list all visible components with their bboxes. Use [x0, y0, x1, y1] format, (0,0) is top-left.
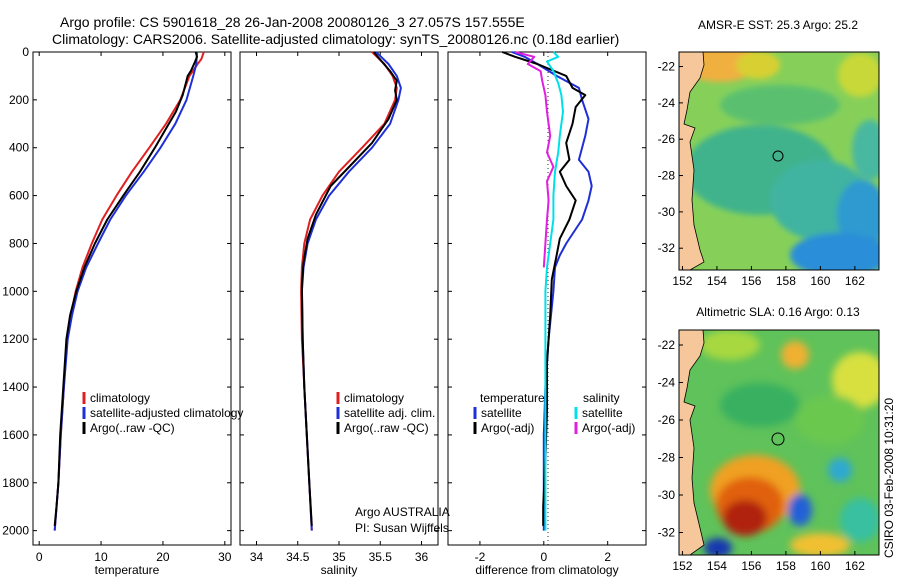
salinity-legend: climatology satellite adj. clim. Argo(..… — [336, 391, 435, 435]
series-line-salinity-satellite — [544, 51, 564, 531]
legend-label-argo: Argo(..raw -QC) — [344, 421, 429, 435]
map-y-tick-label: -30 — [658, 205, 676, 219]
sla-map-title: Altimetric SLA: 0.16 Argo: 0.13 — [696, 305, 860, 319]
map-y-tick-label: -26 — [658, 132, 676, 146]
x-tick-label: 0 — [540, 550, 547, 564]
map-x-tick-label: 154 — [707, 559, 727, 573]
temperature-axes-box — [32, 51, 232, 546]
sst-land — [679, 52, 705, 270]
figure-title-line1: Argo profile: CS 5901618_28 26-Jan-2008 … — [60, 14, 525, 30]
map-x-tick-label: 156 — [741, 559, 761, 573]
difference-axes-box — [447, 51, 647, 546]
sla-anomaly-blobs — [700, 330, 879, 555]
map-x-tick-label: 158 — [776, 274, 796, 288]
temperature-legend: climatology satellite-adjusted climatolo… — [82, 391, 243, 435]
y-tick-label: 200 — [9, 93, 29, 107]
y-tick-label: 2000 — [2, 524, 29, 538]
map-y-tick-label: -26 — [658, 413, 676, 427]
y-tick-label: 1800 — [2, 476, 29, 490]
legend-title-temperature: temperature — [480, 391, 545, 405]
sst-map-panel: AMSR-E SST: 25.3 Argo: 25.2 152 154 156 158… — [658, 18, 880, 288]
sla-map-panel: Altimetric SLA: 0.16 Argo: 0.13 — [658, 305, 880, 573]
series-line-climatology — [300, 51, 398, 531]
temperature-xlabel: temperature — [95, 563, 160, 577]
sla-land — [679, 330, 705, 555]
x-tick-label: 35.5 — [369, 550, 393, 564]
legend-label-temp-satellite: satellite — [481, 406, 522, 420]
map-y-tick-label: -24 — [658, 376, 676, 390]
map-x-tick-label: 160 — [810, 559, 830, 573]
map-y-tick-label: -28 — [658, 451, 676, 465]
legend-title-salinity: salinity — [583, 391, 620, 405]
series-line-argo-raw-qc- — [300, 51, 398, 526]
difference-xlabel: difference from climatology — [475, 563, 618, 577]
map-y-tick-label: -28 — [658, 169, 676, 183]
y-tick-label: 1000 — [2, 284, 29, 298]
x-tick-label: 34.5 — [286, 550, 310, 564]
sla-argo-marker — [771, 432, 785, 446]
legend-label-sal-argo: Argo(-adj) — [582, 421, 635, 435]
series-line-salinity-argo-adj- — [514, 51, 555, 268]
map-y-tick-label: -24 — [658, 96, 676, 110]
map-x-tick-label: 152 — [672, 559, 692, 573]
map-x-tick-label: 152 — [672, 274, 692, 288]
map-x-tick-label: 162 — [845, 559, 865, 573]
x-tick-label: -2 — [475, 550, 486, 564]
x-tick-label: 34 — [250, 550, 264, 564]
salinity-annotation-line2: PI: Susan Wijffels — [355, 521, 449, 535]
sst-argo-marker — [772, 150, 784, 162]
y-tick-label: 400 — [9, 141, 29, 155]
salinity-xlabel: salinity — [321, 563, 358, 577]
x-tick-label: 10 — [94, 550, 108, 564]
x-tick-label: 20 — [156, 550, 170, 564]
legend-label-climatology: climatology — [90, 391, 150, 405]
y-tick-label: 1600 — [2, 428, 29, 442]
sla-map-axes-box — [678, 329, 880, 556]
map-y-tick-label: -22 — [658, 60, 676, 74]
legend-label-climatology: climatology — [344, 391, 404, 405]
y-tick-label: 0 — [22, 45, 29, 59]
map-x-tick-label: 160 — [810, 274, 830, 288]
salinity-panel: 34 34.5 35 35.5 36 salinity Argo AUSTRALIA P… — [239, 51, 450, 577]
legend-label-argo: Argo(..raw -QC) — [90, 421, 175, 435]
x-tick-label: 0 — [36, 550, 43, 564]
salinity-axes-box — [239, 51, 439, 546]
x-tick-label: 35 — [332, 550, 346, 564]
map-y-tick-label: -30 — [658, 488, 676, 502]
map-y-tick-label: -22 — [658, 338, 676, 352]
legend-label-satellite: satellite-adjusted climatology — [90, 406, 243, 420]
map-x-tick-label: 156 — [741, 274, 761, 288]
map-x-tick-label: 158 — [776, 559, 796, 573]
sst-map-axes-box — [678, 51, 880, 271]
series-line-argo-raw-qc- — [53, 51, 198, 526]
map-x-tick-label: 162 — [845, 274, 865, 288]
sst-anomaly-blobs — [680, 52, 879, 270]
salinity-annotation-line1: Argo AUSTRALIA — [355, 505, 450, 519]
watermark: CSIRO 03-Feb-2008 10:31:20 — [882, 398, 896, 558]
temperature-panel: 0 10 20 30 0 200 400 600 800 1000 1200 1400 1600 1800… — [2, 45, 232, 577]
sst-map-title: AMSR-E SST: 25.3 Argo: 25.2 — [698, 18, 858, 32]
map-x-tick-label: 154 — [707, 274, 727, 288]
legend-label-satellite: satellite adj. clim. — [344, 406, 435, 420]
y-tick-label: 600 — [9, 189, 29, 203]
difference-panel: -2 0 2 difference from climatology — [447, 51, 647, 577]
map-y-tick-label: -32 — [658, 526, 676, 540]
x-tick-label: 2 — [604, 550, 611, 564]
legend-label-temp-argo: Argo(-adj) — [481, 421, 534, 435]
y-tick-label: 1200 — [2, 332, 29, 346]
legend-label-sal-satellite: satellite — [582, 406, 623, 420]
map-y-tick-label: -32 — [658, 241, 676, 255]
y-tick-label: 1400 — [2, 380, 29, 394]
x-tick-label: 30 — [218, 550, 232, 564]
figure-title-line2: Climatology: CARS2006. Satellite-adjuste… — [52, 31, 619, 47]
difference-legend: temperature satellite Argo(-adj) salinit… — [473, 391, 635, 435]
series-line-temperature-argo-adj- — [501, 51, 587, 526]
x-tick-label: 36 — [415, 550, 429, 564]
y-tick-label: 800 — [9, 236, 29, 250]
